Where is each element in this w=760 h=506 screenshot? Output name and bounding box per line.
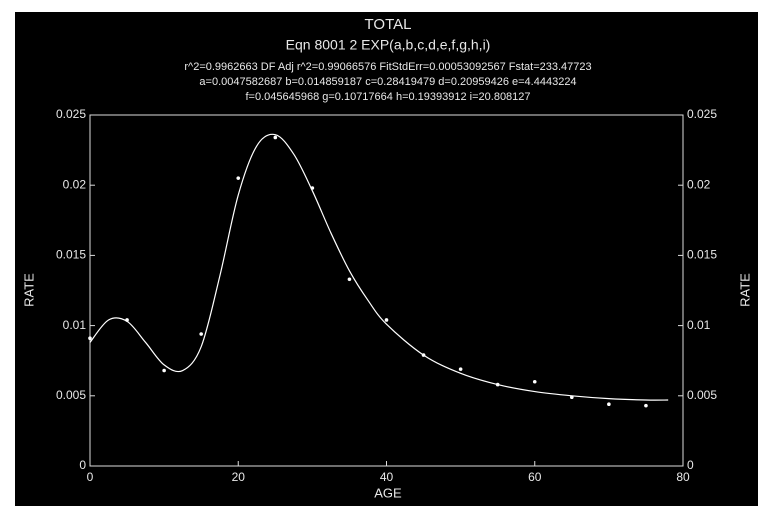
y-tick-label: 0.025: [56, 107, 86, 121]
data-point: [236, 176, 241, 180]
x-tick-label: 60: [528, 470, 542, 484]
y2-tick-label: 0.015: [687, 248, 717, 262]
x-tick-label: 80: [676, 470, 690, 484]
x-tick-label: 20: [232, 470, 246, 484]
y2-axis-label: RATE: [737, 273, 752, 307]
y2-tick-label: 0.025: [687, 107, 717, 121]
y2-tick-label: 0.02: [687, 177, 711, 191]
x-axis-label: AGE: [374, 485, 402, 500]
data-point: [532, 379, 537, 384]
y-tick-label: 0: [79, 458, 86, 472]
parameters: a=0.0047582687 b=0.014859187 c=0.2841947…: [199, 76, 576, 88]
y-axis-label: RATE: [21, 273, 36, 307]
equation: Eqn 8001 2 EXP(a,b,c,d,e,f,g,h,i): [286, 37, 491, 53]
data-point: [199, 332, 203, 336]
data-point: [162, 368, 166, 373]
x-tick-label: 40: [380, 470, 394, 484]
chart-title: TOTAL: [365, 16, 412, 33]
data-point: [458, 367, 463, 371]
y2-tick-label: 0.005: [687, 388, 717, 402]
data-point: [273, 135, 278, 140]
fit-curve: [89, 133, 669, 401]
data-point: [384, 318, 389, 322]
y-tick-label: 0.015: [56, 248, 86, 262]
y-tick-label: 0.005: [56, 388, 86, 402]
fit-stats: r^2=0.9962663 DF Adj r^2=0.99066576 FitS…: [184, 61, 591, 73]
y2-tick-label: 0: [687, 458, 694, 472]
data-point: [347, 277, 352, 282]
y2-tick-label: 0.01: [687, 318, 711, 332]
x-tick-label: 0: [87, 470, 94, 484]
background: [15, 12, 758, 506]
data-point: [607, 402, 611, 407]
parameters: f=0.045645968 g=0.10717664 h=0.19393912 …: [245, 91, 530, 103]
data-point: [88, 336, 92, 341]
y-tick-label: 0.01: [63, 318, 87, 332]
y-tick-label: 0.02: [63, 177, 87, 191]
data-point: [644, 403, 648, 408]
